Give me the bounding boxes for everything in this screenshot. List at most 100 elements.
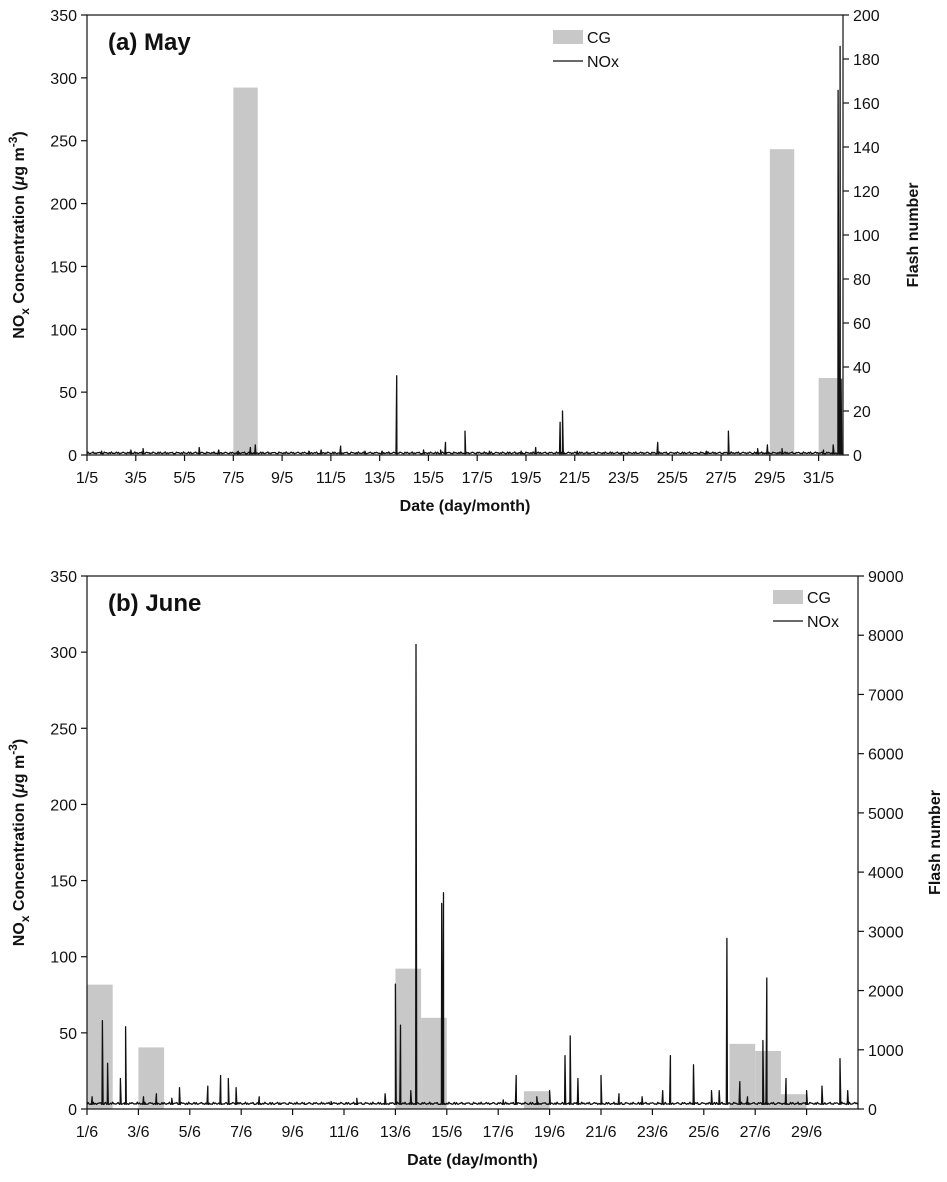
cg-bar [769, 149, 795, 455]
x-tick-label: 17/5 [462, 470, 493, 487]
legend-swatch-cg [773, 590, 803, 604]
ylabel-no: NO [11, 922, 28, 946]
y2-tick-label: 20 [853, 404, 871, 421]
y-tick-label: 300 [50, 71, 77, 88]
x-tick-label: 21/5 [559, 470, 590, 487]
y-tick-label: 50 [59, 385, 77, 402]
x-tick-label: 15/5 [413, 470, 444, 487]
x-tick-label: 19/6 [534, 1124, 565, 1141]
x-tick-label: 1/5 [76, 470, 98, 487]
y2-tick-label: 7000 [868, 687, 904, 704]
x-tick-label: 29/6 [791, 1124, 822, 1141]
legend-label-cg: CG [587, 30, 611, 47]
y2-tick-label: 0 [853, 448, 862, 465]
ylabel-no: NO [11, 315, 28, 339]
x-tick-label: 3/6 [127, 1124, 149, 1141]
y-axis-label: NOx Concentration (μg m-3) [6, 131, 32, 338]
y2-tick-label: 40 [853, 360, 871, 377]
x-tick-label: 9/5 [271, 470, 293, 487]
y-tick-label: 100 [50, 322, 77, 339]
ylabel-concentration: Concentration ( [11, 792, 28, 915]
y2-tick-label: 6000 [868, 747, 904, 764]
y2-tick-label: 200 [853, 8, 880, 25]
plot-frame [86, 575, 859, 1110]
y2-axis-label: Flash number [927, 790, 944, 895]
x-tick-label: 17/6 [483, 1124, 514, 1141]
y-tick-label: 250 [50, 134, 77, 151]
y-tick-label: 150 [50, 259, 77, 276]
nox-line [86, 45, 844, 455]
x-tick-label: 11/5 [316, 470, 346, 487]
panel-title: (b) June [108, 590, 201, 617]
y2-axis-label: Flash number [905, 183, 922, 288]
y2-tick-label: 8000 [868, 628, 904, 645]
x-tick-label: 23/5 [608, 470, 639, 487]
x-tick-label: 13/6 [380, 1124, 411, 1141]
panel-may: 0 50 100 150 200 250 300 350 0 20 40 60 80 100 120 140 1… [6, 8, 922, 515]
y-tick-label: 200 [50, 197, 77, 214]
x-tick-label: 19/5 [510, 470, 541, 487]
cg-bar [233, 87, 258, 455]
legend-label-cg: CG [807, 590, 831, 607]
y-tick-label: 350 [50, 569, 77, 586]
ylabel-unit: g m [11, 755, 28, 783]
y-tick-label: 0 [68, 1102, 77, 1119]
nox-line [86, 643, 859, 1106]
x-tick-label: 27/5 [705, 470, 736, 487]
x-tick-label: 1/6 [76, 1124, 98, 1141]
x-tick-label: 29/5 [754, 470, 785, 487]
x-axis-label: Date (day/month) [407, 1152, 538, 1169]
y2-tick-label: 140 [853, 140, 880, 157]
x-tick-label: 13/5 [364, 470, 395, 487]
plot-frame [86, 14, 844, 456]
cg-bar [138, 1047, 165, 1109]
x-tick-label: 31/5 [803, 470, 834, 487]
x-tick-label: 15/6 [431, 1124, 462, 1141]
y2-tick-label: 2000 [868, 984, 904, 1001]
y2-tick-label: 0 [868, 1102, 877, 1119]
x-tick-label: 5/5 [173, 470, 195, 487]
x-tick-label: 7/6 [230, 1124, 252, 1141]
y2-tick-label: 3000 [868, 924, 904, 941]
y2-tick-label: 4000 [868, 865, 904, 882]
ylabel-superscript: -3 [6, 136, 20, 147]
x-tick-label: 3/5 [125, 470, 147, 487]
x-tick-label: 23/6 [637, 1124, 668, 1141]
x-tick-label: 7/5 [222, 470, 244, 487]
y-tick-label: 0 [68, 448, 77, 465]
cg-bar [87, 984, 113, 1109]
panel-june: 0 50 100 150 200 250 300 350 0 1000 2000 3000 4000 50… [6, 569, 944, 1169]
y-tick-label: 100 [50, 950, 77, 967]
y2-tick-label: 60 [853, 316, 871, 333]
y2-tick-label: 1000 [868, 1043, 904, 1060]
legend-label-nox: NOx [807, 614, 839, 631]
y-tick-label: 150 [50, 874, 77, 891]
ylabel-close: ) [11, 739, 28, 744]
x-tick-label: 11/6 [329, 1124, 359, 1141]
ylabel-subscript: x [18, 308, 32, 315]
x-tick-label: 25/5 [657, 470, 688, 487]
x-tick-label: 25/6 [688, 1124, 719, 1141]
y-tick-label: 350 [50, 8, 77, 25]
ylabel-close: ) [11, 131, 28, 136]
y2-tick-label: 5000 [868, 806, 904, 823]
y2-tick-label: 180 [853, 52, 880, 69]
y2-tick-label: 9000 [868, 569, 904, 586]
legend-swatch-cg [553, 30, 583, 44]
y-tick-label: 300 [50, 645, 77, 662]
ylabel-mu: μ [11, 783, 28, 794]
panel-title: (a) May [108, 29, 191, 56]
y2-tick-label: 100 [853, 228, 880, 245]
x-tick-label: 27/6 [740, 1124, 771, 1141]
y2-tick-label: 80 [853, 272, 871, 289]
ylabel-unit: g m [11, 147, 28, 175]
y-tick-label: 50 [59, 1026, 77, 1043]
y2-tick-label: 160 [853, 96, 880, 113]
x-axis-label: Date (day/month) [400, 498, 531, 515]
cg-bar [729, 1043, 756, 1109]
legend-label-nox: NOx [587, 54, 619, 71]
y-axis-label: NOx Concentration (μg m-3) [6, 739, 32, 946]
y-tick-label: 200 [50, 797, 77, 814]
x-tick-label: 5/6 [179, 1124, 201, 1141]
